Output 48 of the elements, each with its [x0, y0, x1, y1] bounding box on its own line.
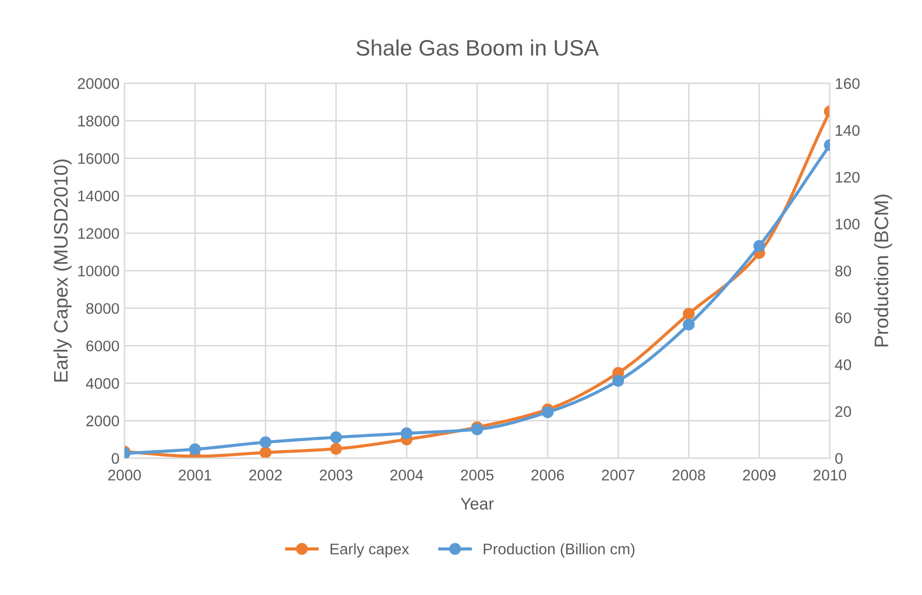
point: [682, 308, 695, 320]
x-tick-label: 2000: [108, 470, 141, 480]
y2-tick-label: 100: [836, 218, 860, 230]
y2-tick-label: 160: [836, 78, 860, 89]
point: [542, 406, 554, 418]
x-tick-label: 2005: [460, 470, 494, 480]
y-tick-label: 20000: [78, 78, 120, 89]
x-tick-label: 2009: [743, 470, 776, 480]
y2-tick-label: 40: [835, 359, 852, 370]
y2-tick-label: 60: [835, 312, 852, 324]
x-tick-label: 2004: [390, 470, 424, 480]
y2-tick-label: 0: [835, 453, 843, 464]
legend-label: Production (Billion cm): [484, 543, 634, 558]
y-tick-label: 12000: [78, 228, 120, 239]
point: [260, 436, 272, 448]
x-tick-label: 2010: [814, 470, 846, 480]
point: [330, 442, 342, 455]
point: [189, 443, 201, 456]
y-tick-label: 14000: [78, 190, 120, 202]
point: [330, 431, 342, 444]
point: [400, 427, 413, 440]
y-tick-label: 18000: [78, 116, 120, 126]
y-tick-label: 8000: [86, 303, 120, 314]
x-tick-label: 2002: [249, 470, 282, 480]
point: [612, 374, 624, 387]
y-tick-label: 0: [112, 453, 120, 464]
y-tick-label: 6000: [86, 340, 120, 352]
y2-tick-label: 140: [836, 125, 860, 136]
y-tick-label: 2000: [86, 416, 120, 426]
y2-tick-label: 20: [835, 406, 852, 417]
y-axis-title: Early Capex (MUSD2010): [53, 160, 72, 382]
chart-title: Shale Gas Boom in USA: [356, 39, 599, 56]
point: [753, 240, 766, 252]
y-tick-label: 16000: [78, 153, 120, 164]
point: [682, 318, 695, 331]
y2-axis-title: Production (BCM): [874, 194, 892, 346]
x-tick-label: 2003: [320, 470, 352, 480]
legend-label: Early capex: [330, 543, 410, 558]
y2-tick-label: 120: [836, 172, 860, 183]
y-tick-label: 4000: [86, 378, 120, 389]
point: [260, 446, 272, 458]
y2-tick-label: 80: [835, 266, 852, 276]
x-tick-label: 2007: [602, 470, 634, 480]
x-tick-label: 2008: [672, 470, 706, 480]
x-axis-title: Year: [460, 498, 494, 510]
x-tick-label: 2001: [178, 470, 212, 480]
x-tick-label: 2006: [531, 470, 564, 480]
y-tick-label: 10000: [78, 266, 120, 276]
